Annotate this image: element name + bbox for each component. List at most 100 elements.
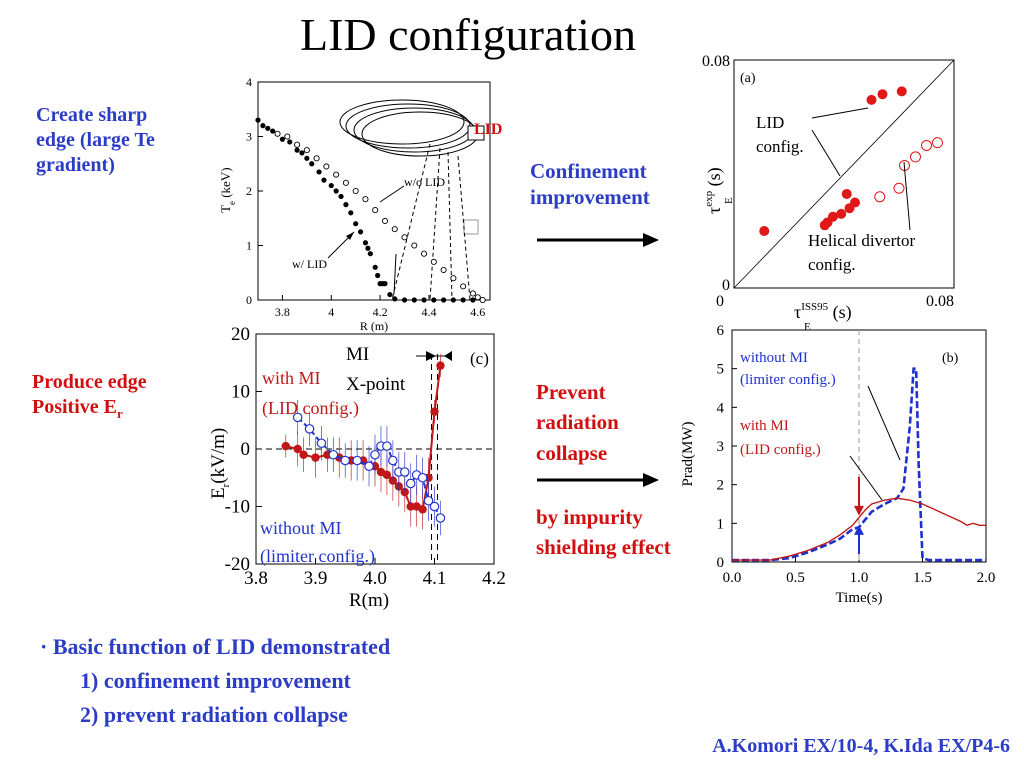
- tau-lid-point: [759, 226, 770, 236]
- te-ytick-label: 0: [246, 293, 252, 307]
- prad-without-mi-annotation-1: without MI: [740, 350, 808, 366]
- te-with-lid-point: [357, 229, 364, 235]
- shielding-label: by impurity shielding effect: [536, 502, 671, 563]
- te-without-lid-point: [430, 258, 437, 265]
- projection-line: [391, 143, 431, 301]
- lid-head-box: [467, 125, 485, 141]
- w-lid-annotation: w/ LID: [292, 257, 327, 271]
- te-without-lid-point: [303, 147, 310, 154]
- tau-lid-pointer-1: [811, 107, 869, 119]
- te-xtick-label: 4.6: [470, 305, 485, 319]
- prad-trace-chart: 0 1 2 3 4 5 6 0.0 0.5 1.0 1.5 2.0 Time(s) Prad(MW) (b)…: [680, 323, 995, 606]
- positive-er-line-2: Positive Er: [32, 395, 147, 422]
- te-with-lid-point: [348, 210, 354, 216]
- prad-ytick-label: 0: [717, 555, 725, 571]
- mi-dim-arrow-1: [426, 351, 436, 361]
- te-ylabel: Te (keV): [218, 167, 237, 213]
- te-with-lid-point: [365, 245, 371, 251]
- te-without-lid-point: [352, 187, 359, 195]
- te-without-lid-point: [391, 226, 398, 233]
- legend-box: [463, 219, 479, 235]
- er-without-mi-point: [340, 455, 351, 466]
- xpoint-annotation: X-point: [346, 374, 406, 395]
- radiation-line-3: collapse: [536, 440, 608, 465]
- er-without-mi-point: [328, 449, 339, 460]
- projection-line: [457, 155, 471, 301]
- prad-xtick-label: 0.5: [786, 570, 805, 586]
- radiation-line-1: Prevent: [536, 380, 606, 404]
- er-without-mi-point: [352, 455, 362, 466]
- er-xtick-label: 4.0: [363, 568, 387, 589]
- tau-helical-point: [874, 191, 886, 203]
- tau-ylabel-sub: E: [723, 197, 735, 204]
- tau-lid-point: [877, 89, 888, 100]
- te-with-lid-point: [421, 297, 427, 303]
- tau-ylabel: τexp (s): [703, 167, 725, 214]
- projection-line: [447, 151, 453, 301]
- prad-ytick-label: 5: [717, 362, 725, 378]
- te-without-lid-point: [294, 141, 301, 148]
- te-with-lid-point: [260, 123, 266, 129]
- te-with-lid-point: [387, 291, 393, 298]
- te-with-lid-point: [333, 188, 339, 194]
- er-xtick-label: 3.8: [244, 568, 268, 589]
- prad-ytick-label: 3: [717, 439, 725, 455]
- confinement-arrow: [537, 233, 659, 247]
- er-with-mi-point: [418, 505, 427, 514]
- te-ytick-label: 1: [246, 239, 252, 253]
- te-ytick-label: 2: [246, 184, 252, 198]
- er-without-mi-point: [399, 467, 410, 477]
- te-without-lid-point: [342, 179, 349, 186]
- tau-xtick-0: 0: [716, 293, 724, 310]
- sharp-edge-line-1: Create sharp: [36, 104, 148, 126]
- bullet-main: · Basic function of LID demonstrated: [40, 630, 390, 664]
- te-ytick-label: 4: [246, 75, 252, 89]
- bullet-item-2: 2) prevent radiation collapse: [80, 702, 348, 728]
- te-without-lid-point: [333, 171, 340, 178]
- sharp-edge-line-2: edge (large Te: [36, 129, 155, 151]
- te-xtick-label: 3.8: [275, 305, 290, 319]
- te-with-lid-point: [460, 297, 466, 303]
- te-with-lid-point: [367, 251, 373, 257]
- er-ytick-label: 20: [231, 324, 250, 345]
- te-with-lid-point: [294, 147, 300, 153]
- edge-pointer: [393, 253, 397, 295]
- te-with-lid-point: [270, 128, 276, 134]
- te-with-lid-point: [309, 161, 315, 167]
- te-without-lid-point: [450, 275, 457, 282]
- te-without-lid-point: [381, 217, 389, 225]
- flux-surface-ellipse: [353, 107, 475, 153]
- er-ytick-label: 10: [231, 382, 250, 403]
- tau-lid-annotation-1: LID: [756, 113, 784, 132]
- prad-blue-marker-head: [854, 525, 864, 535]
- sharp-edge-line-3: gradient): [36, 154, 115, 176]
- sharp-edge-label: Create sharp edge (large Te gradient): [36, 103, 155, 178]
- tau-panel-label: (a): [740, 71, 756, 86]
- er-with-mi-point: [406, 502, 415, 511]
- radiation-line-2: radiation: [536, 410, 619, 435]
- tau-helical-pointer: [903, 161, 911, 231]
- prad-ytick-label: 6: [717, 323, 725, 339]
- er-without-mi-point: [423, 495, 434, 506]
- er-with-mi-point: [430, 407, 439, 416]
- prad-ytick-label: 4: [717, 400, 725, 416]
- te-with-lid-point: [255, 117, 261, 123]
- te-with-lid-point: [321, 177, 327, 183]
- tau-ytick-0: 0: [722, 277, 730, 294]
- te-without-lid-point: [474, 294, 481, 301]
- tau-helical-annotation-1: Helical divertor: [808, 231, 915, 250]
- confinement-label: Confinement improvement: [530, 158, 650, 211]
- te-with-lid-point: [372, 264, 378, 270]
- tau-plot-frame: [733, 59, 955, 289]
- er-ytick-label: 0: [241, 439, 251, 460]
- er-with-mi-point: [299, 450, 308, 459]
- er-without-mi-annotation-1: without MI: [260, 518, 342, 538]
- tau-lid-point: [866, 94, 877, 105]
- te-xlabel: R (m): [360, 319, 388, 333]
- er-xtick-label: 4.2: [482, 568, 506, 589]
- wo-lid-pointer: [379, 185, 405, 203]
- shielding-line-1: by impurity: [536, 505, 643, 529]
- mi-annotation: MI: [346, 344, 369, 365]
- tau-xtick-max: 0.08: [926, 293, 954, 310]
